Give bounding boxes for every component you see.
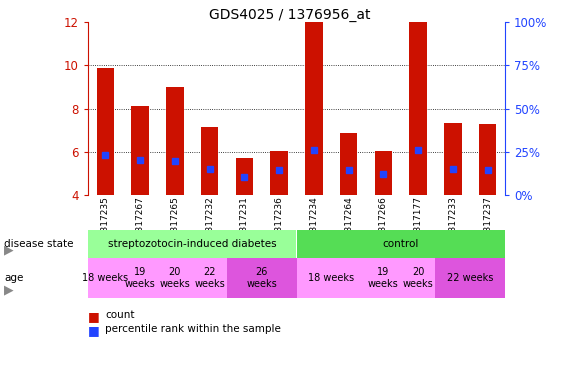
Text: 19
weeks: 19 weeks: [125, 267, 155, 289]
Bar: [97, 68, 114, 195]
Bar: [297, 258, 366, 298]
Text: age: age: [4, 273, 24, 283]
Bar: [401, 258, 436, 298]
Bar: [227, 258, 297, 298]
Text: 22 weeks: 22 weeks: [447, 273, 493, 283]
Text: 22
weeks: 22 weeks: [194, 267, 225, 289]
Bar: [123, 258, 158, 298]
Text: count: count: [105, 310, 135, 320]
Bar: [88, 230, 297, 258]
Text: 18 weeks: 18 weeks: [308, 273, 354, 283]
Text: streptozotocin-induced diabetes: streptozotocin-induced diabetes: [108, 239, 276, 249]
Text: 18 weeks: 18 weeks: [82, 273, 128, 283]
Bar: [201, 127, 218, 195]
Bar: [340, 133, 358, 195]
Text: 20
weeks: 20 weeks: [403, 267, 434, 289]
Bar: [158, 258, 192, 298]
Text: ■: ■: [88, 310, 100, 323]
Text: ■: ■: [88, 324, 100, 337]
Bar: [409, 22, 427, 195]
Bar: [479, 124, 497, 195]
Text: disease state: disease state: [4, 239, 74, 249]
Bar: [236, 158, 253, 195]
Bar: [436, 258, 505, 298]
Text: 19
weeks: 19 weeks: [368, 267, 399, 289]
Bar: [297, 230, 505, 258]
Text: percentile rank within the sample: percentile rank within the sample: [105, 324, 281, 334]
Bar: [375, 151, 392, 195]
Text: GDS4025 / 1376956_at: GDS4025 / 1376956_at: [209, 8, 371, 22]
Bar: [192, 258, 227, 298]
Bar: [305, 22, 323, 195]
Text: 20
weeks: 20 weeks: [159, 267, 190, 289]
Bar: [166, 87, 184, 195]
Bar: [88, 258, 123, 298]
Text: 26
weeks: 26 weeks: [247, 267, 277, 289]
Bar: [131, 106, 149, 195]
Bar: [270, 151, 288, 195]
Bar: [444, 122, 462, 195]
Text: ▶: ▶: [4, 283, 14, 296]
Text: ▶: ▶: [4, 243, 14, 256]
Bar: [366, 258, 401, 298]
Text: control: control: [383, 239, 419, 249]
